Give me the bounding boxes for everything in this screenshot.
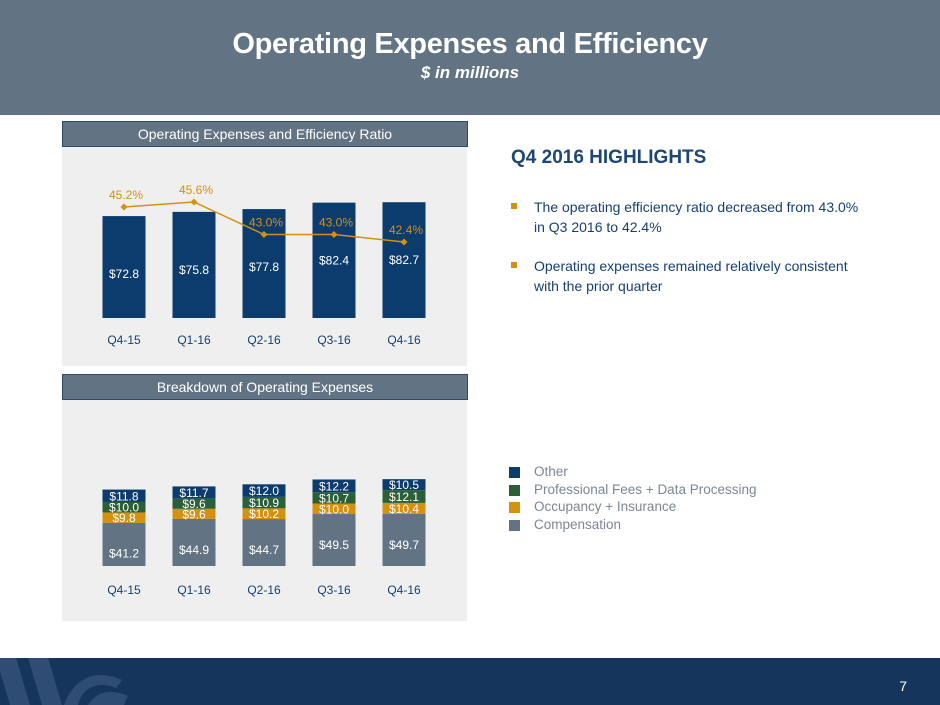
bar-value-label: $77.8 <box>249 260 279 274</box>
footer: 7 <box>0 658 940 705</box>
bullet-square-icon <box>511 203 517 209</box>
segment-value-label: $10.0 <box>109 501 139 515</box>
page-number: 7 <box>899 678 907 694</box>
chart-panel-breakdown: $41.2 $9.8 $10.0 $11.8 Q4-15 $44.9 $9.6 $9.6 $11… <box>62 388 467 621</box>
efficiency-point <box>330 231 338 238</box>
bar-value-label: $82.7 <box>389 253 419 267</box>
stacked-bar-segment <box>242 519 286 566</box>
legend-label: Compensation <box>534 516 622 532</box>
segment-value-label: $44.7 <box>249 543 279 557</box>
legend-swatch <box>509 484 520 496</box>
segment-value-label: $9.6 <box>182 507 206 521</box>
page-title: Operating Expenses and Efficiency <box>232 28 708 60</box>
stacked-bar-segment <box>312 479 356 493</box>
chart-panel-efficiency: $72.8 Q4-15 $75.8 Q1-16 $77.8 Q2-16 $82.4 Q3-16… <box>62 134 467 366</box>
efficiency-point <box>120 203 128 211</box>
segment-value-label: $49.5 <box>319 538 349 552</box>
x-tick-label: Q2-16 <box>247 333 281 347</box>
segment-value-label: $10.2 <box>249 507 279 521</box>
chart-title-efficiency: Operating Expenses and Efficiency Ratio <box>62 121 468 147</box>
segment-value-label: $9.6 <box>182 497 206 511</box>
legend-label: Professional Fees + Data Processing <box>534 481 757 497</box>
x-tick-label: Q4-15 <box>107 583 141 597</box>
efficiency-point <box>190 198 198 206</box>
chart-title-breakdown: Breakdown of Operating Expenses <box>62 374 468 400</box>
expense-bar <box>172 211 216 318</box>
stacked-bar-segment <box>312 492 356 504</box>
bar-value-label: $72.8 <box>109 267 139 281</box>
x-tick-label: Q4-16 <box>387 333 421 347</box>
stacked-bar-segment <box>172 498 216 509</box>
expense-bar <box>382 202 426 318</box>
stacked-bar-segment <box>242 496 286 509</box>
bullet-square-icon <box>511 262 517 268</box>
stacked-bar-segment <box>382 513 426 566</box>
stacked-bar-segment <box>382 502 426 514</box>
legend-swatch <box>509 467 520 478</box>
segment-value-label: $12.1 <box>389 490 419 504</box>
stacked-bar-segment <box>102 489 146 502</box>
expense-bar <box>102 216 146 318</box>
efficiency-value-label: 43.0% <box>249 216 283 230</box>
stacked-bar-segment <box>102 501 146 513</box>
legend-label: Occupancy + Insurance <box>534 499 677 514</box>
highlight-text: Operating expenses remained relatively c… <box>534 258 848 294</box>
stacked-bar-segment <box>382 490 426 503</box>
efficiency-value-label: 42.4% <box>389 223 423 237</box>
segment-value-label: $10.4 <box>389 502 419 516</box>
legend-swatch <box>509 519 520 531</box>
segment-value-label: $44.9 <box>179 543 209 557</box>
x-tick-label: Q4-16 <box>387 583 421 597</box>
efficiency-value-label: 43.0% <box>319 216 353 230</box>
x-tick-label: Q1-16 <box>177 333 211 347</box>
segment-value-label: $11.7 <box>179 486 208 500</box>
efficiency-value-label: 45.2% <box>109 188 143 202</box>
highlights-title: Q4 2016 HIGHLIGHTS <box>511 147 707 168</box>
stacked-bar-segment <box>102 512 146 523</box>
stacked-bar-segment <box>172 508 216 519</box>
stacked-bar-segment <box>312 503 356 515</box>
highlight-bullet: Operating expenses remained relatively c… <box>511 256 871 296</box>
segment-value-label: $12.2 <box>319 479 349 493</box>
segment-value-label: $49.7 <box>389 538 419 552</box>
efficiency-point <box>400 238 408 246</box>
segment-value-label: $9.8 <box>112 511 136 525</box>
expense-bar <box>312 202 356 318</box>
x-tick-label: Q2-16 <box>247 583 281 597</box>
segment-value-label: $11.8 <box>109 489 138 503</box>
highlight-bullet: The operating efficiency ratio decreased… <box>511 197 871 237</box>
page-subtitle: $ in millions <box>420 63 520 82</box>
legend-swatch <box>509 502 520 513</box>
legend-label: Other <box>534 464 568 479</box>
x-tick-label: Q4-15 <box>107 333 141 347</box>
x-tick-label: Q3-16 <box>317 583 351 597</box>
segment-value-label: $12.0 <box>249 484 279 498</box>
segment-value-label: $41.2 <box>109 547 139 561</box>
stacked-bar-segment <box>172 518 216 566</box>
bar-value-label: $75.8 <box>179 263 209 277</box>
segment-value-label: $10.7 <box>319 491 349 505</box>
stacked-bar-segment <box>312 514 356 566</box>
header: Operating Expenses and Efficiency $ in m… <box>0 0 940 115</box>
breakdown-chart: $41.2$9.8$10.0$11.8Q4-15$44.9$9.6$9.6$11… <box>102 478 426 597</box>
highlight-text: The operating efficiency ratio decreased… <box>534 199 859 235</box>
efficiency-chart: $72.8 Q4-15 $75.8 Q1-16 $77.8 Q2-16 $82.4 Q3-16… <box>102 183 426 347</box>
stacked-bar-segment <box>102 522 146 566</box>
x-tick-label: Q3-16 <box>317 333 351 347</box>
segment-value-label: $10.9 <box>249 496 279 510</box>
bar-value-label: $82.4 <box>319 254 349 268</box>
segment-value-label: $10.5 <box>389 478 419 492</box>
stacked-bar-segment <box>382 479 426 491</box>
stacked-bar-segment <box>242 484 286 497</box>
segment-value-label: $10.0 <box>319 502 349 516</box>
company-logo-icon <box>0 658 128 705</box>
efficiency-value-label: 45.6% <box>179 183 213 197</box>
x-tick-label: Q1-16 <box>177 583 211 597</box>
stacked-bar-segment <box>172 486 216 499</box>
stacked-bar-segment <box>242 508 286 520</box>
efficiency-point <box>260 231 268 238</box>
